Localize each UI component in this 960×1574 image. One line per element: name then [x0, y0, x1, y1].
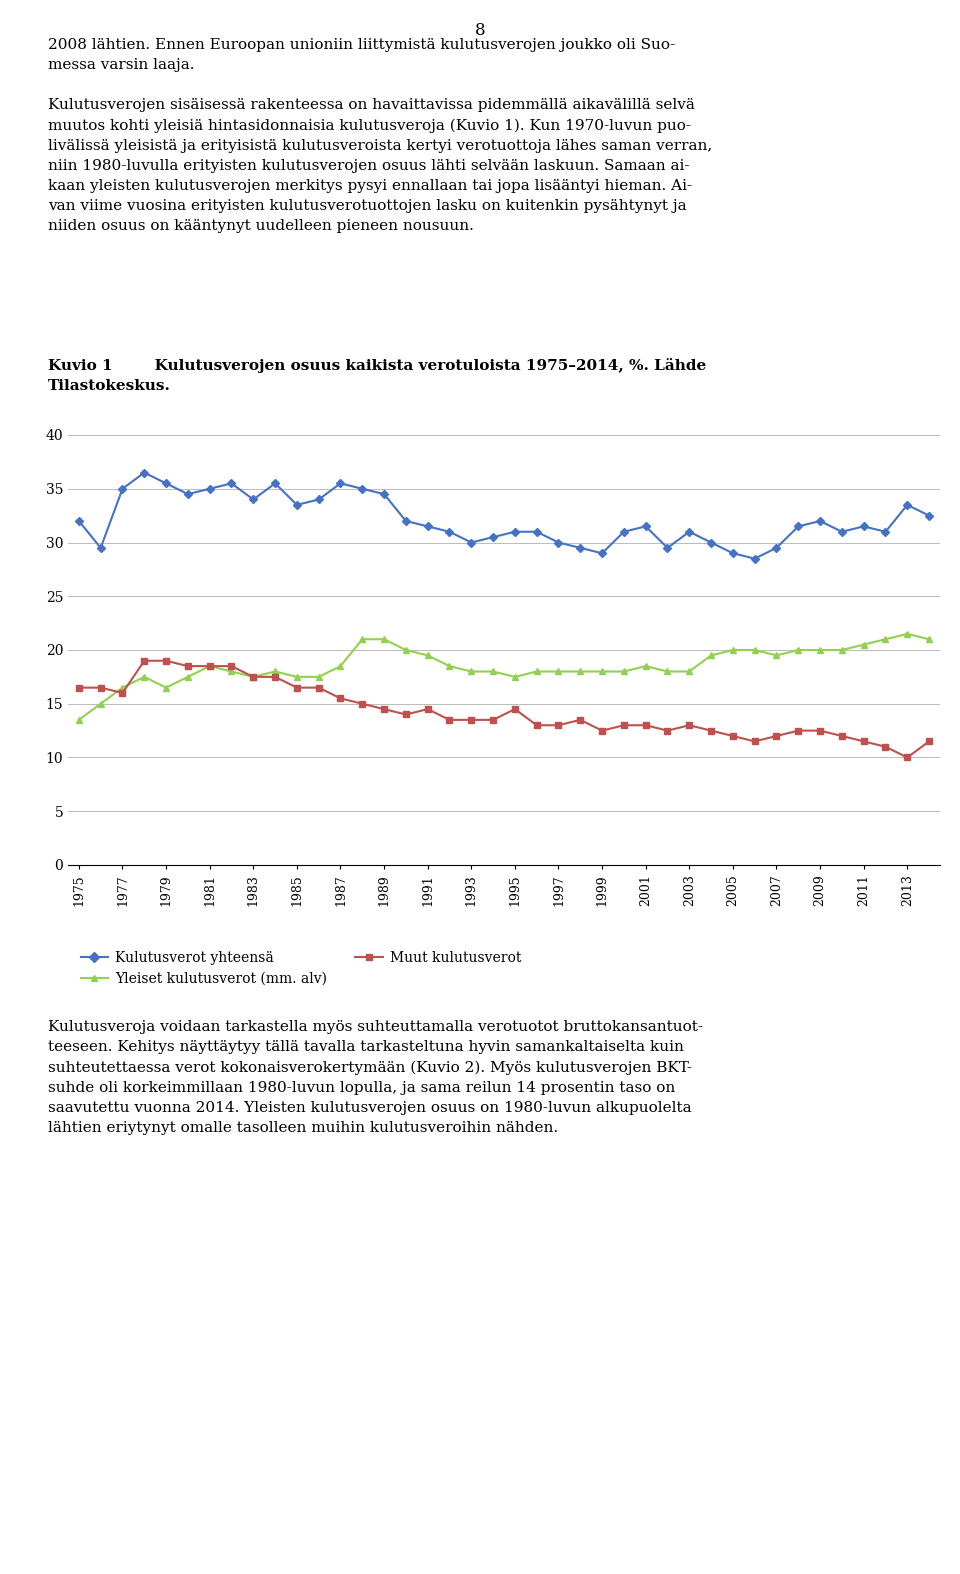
Text: Kuvio 1        Kulutusverojen osuus kaikista verotuloista 1975–2014, %. Lähde
Ti: Kuvio 1 Kulutusverojen osuus kaikista ve…	[48, 357, 707, 394]
Text: Kulutusveroja voidaan tarkastella myös suhteuttamalla verotuotot bruttokansantuo: Kulutusveroja voidaan tarkastella myös s…	[48, 1020, 703, 1135]
Legend: Kulutusverot yhteensä, Yleiset kulutusverot (mm. alv), Muut kulutusverot: Kulutusverot yhteensä, Yleiset kulutusve…	[75, 944, 527, 992]
Text: 2008 lähtien. Ennen Euroopan unioniin liittymistä kulutusverojen joukko oli Suo-: 2008 lähtien. Ennen Euroopan unioniin li…	[48, 38, 712, 233]
Text: 8: 8	[474, 22, 486, 39]
